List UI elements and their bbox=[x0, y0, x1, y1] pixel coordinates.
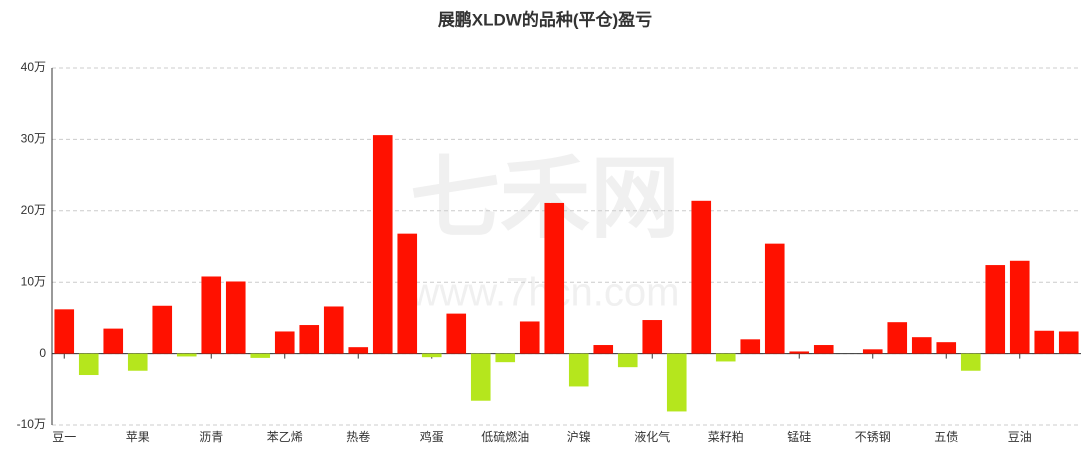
bar bbox=[813, 345, 834, 354]
bar bbox=[495, 353, 516, 363]
bar bbox=[666, 353, 687, 412]
x-tick-label: 五债 bbox=[934, 430, 958, 444]
bar bbox=[446, 313, 467, 354]
x-tick-label: 菜籽粕 bbox=[708, 429, 744, 444]
bar bbox=[544, 202, 565, 354]
bar bbox=[225, 281, 246, 354]
bar bbox=[152, 305, 173, 354]
y-tick-label: 10万 bbox=[21, 274, 46, 288]
bar bbox=[789, 351, 810, 354]
y-tick-label: 40万 bbox=[21, 60, 46, 74]
bar bbox=[176, 353, 197, 357]
bar bbox=[470, 353, 491, 401]
bar bbox=[274, 331, 295, 354]
bar bbox=[985, 265, 1006, 354]
bar bbox=[1058, 331, 1079, 354]
bar bbox=[740, 339, 761, 354]
bar bbox=[103, 328, 124, 354]
x-tick-label: 豆一 bbox=[52, 430, 76, 444]
bar bbox=[642, 320, 663, 354]
bar bbox=[397, 233, 418, 354]
bar bbox=[715, 353, 736, 362]
x-tick-label: 苹果 bbox=[126, 430, 150, 444]
bar bbox=[54, 309, 75, 354]
y-tick-label: -10万 bbox=[17, 417, 46, 431]
x-tick-label: 不锈钢 bbox=[855, 430, 891, 444]
bar bbox=[421, 353, 442, 358]
bar bbox=[1034, 330, 1055, 354]
bar bbox=[323, 306, 344, 354]
x-tick-label: 锰硅 bbox=[787, 429, 811, 444]
y-tick-label: 30万 bbox=[21, 132, 46, 146]
x-tick-label: 低硫燃油 bbox=[481, 429, 529, 444]
x-tick-label: 豆油 bbox=[1008, 430, 1032, 444]
bar bbox=[568, 353, 589, 387]
bar bbox=[201, 276, 222, 354]
x-tick-label: 苯乙烯 bbox=[267, 430, 303, 444]
bar bbox=[1009, 260, 1030, 354]
chart-title: 展鹏XLDW的品种(平仓)盈亏 bbox=[438, 9, 652, 29]
bar bbox=[887, 322, 908, 354]
x-tick-label: 鸡蛋 bbox=[420, 429, 444, 444]
bar bbox=[764, 243, 785, 354]
bar bbox=[519, 321, 540, 354]
bar bbox=[372, 135, 393, 354]
bar bbox=[127, 353, 148, 371]
bar bbox=[78, 353, 99, 376]
bar bbox=[617, 353, 638, 368]
bar bbox=[593, 345, 614, 354]
bar bbox=[348, 347, 369, 354]
bar bbox=[862, 349, 883, 354]
bar bbox=[911, 337, 932, 354]
y-tick-label: 0 bbox=[39, 346, 46, 360]
bar bbox=[936, 342, 957, 354]
bar bbox=[691, 200, 712, 354]
x-tick-label: 热卷 bbox=[346, 429, 370, 444]
bar bbox=[250, 353, 271, 358]
y-tick-label: 20万 bbox=[21, 203, 46, 217]
bar bbox=[299, 325, 320, 354]
x-tick-label: 沪镍 bbox=[567, 430, 591, 444]
x-tick-label: 液化气 bbox=[634, 429, 670, 444]
bar bbox=[960, 353, 981, 371]
x-tick-label: 沥青 bbox=[199, 430, 223, 444]
